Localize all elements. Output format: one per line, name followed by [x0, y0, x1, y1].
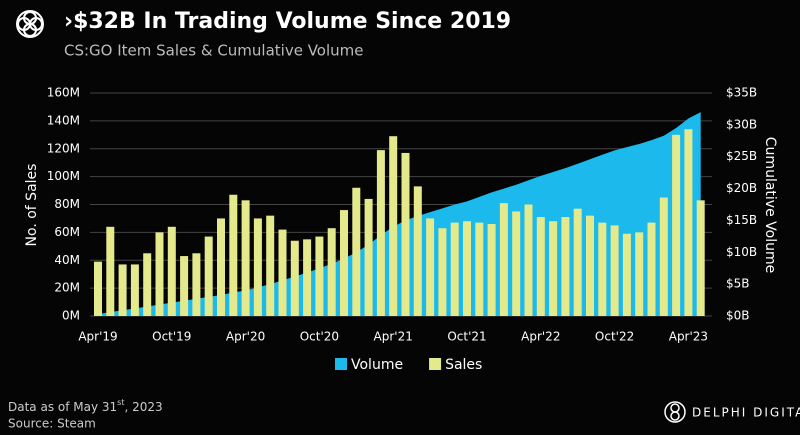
sales-bar: [647, 222, 656, 316]
sales-bar: [499, 203, 508, 316]
y-tick-label: 20M: [54, 281, 80, 295]
x-tick-label: Apr'22: [521, 330, 560, 344]
y-axis-label: No. of Sales: [24, 164, 40, 247]
y2-tick-label: $30B: [726, 117, 757, 131]
sales-bar: [573, 208, 582, 316]
sales-bar: [413, 186, 422, 316]
sales-bar: [696, 200, 705, 316]
sales-bar: [253, 218, 262, 316]
sales-bar: [684, 129, 693, 316]
sales-bar: [672, 134, 681, 316]
logo: [16, 10, 44, 38]
source: Source: Steam: [8, 417, 96, 431]
sales-bar: [426, 218, 435, 316]
chart-title: ›$32B In Trading Volume Since 2019: [64, 9, 511, 34]
y2-tick-label: $35B: [726, 86, 757, 100]
sales-bar: [352, 187, 361, 316]
x-tick-label: Oct'20: [300, 330, 339, 344]
sales-bar: [549, 221, 558, 316]
sales-bar: [327, 228, 336, 316]
sales-bar: [180, 256, 189, 316]
sales-bar: [94, 261, 102, 316]
legend-swatch: [335, 358, 347, 370]
sales-bar: [635, 232, 644, 316]
x-tick-label: Oct'19: [152, 330, 191, 344]
sales-bar: [266, 215, 275, 316]
y-tick-label: 100M: [47, 169, 80, 183]
y2-axis-label: Cumulative Volume: [762, 137, 778, 273]
y2-tick-label: $25B: [726, 149, 757, 163]
sales-bar: [610, 225, 619, 316]
sales-bar: [586, 215, 594, 316]
sales-bar: [217, 218, 225, 316]
sales-bar: [278, 229, 287, 316]
y-tick-label: 40M: [54, 253, 80, 267]
y-tick-label: 160M: [47, 86, 80, 100]
brand: DELPHI DIGITAL: [692, 406, 800, 420]
legend-label: Sales: [445, 357, 482, 373]
sales-bar: [192, 253, 201, 316]
sales-bar: [622, 233, 631, 316]
sales-bar: [290, 240, 299, 316]
y2-tick-label: $10B: [726, 245, 757, 259]
note-sup: st: [117, 398, 124, 407]
y2-tick-label: $5B: [726, 277, 750, 291]
sales-bar: [204, 236, 213, 316]
y-tick-label: 80M: [54, 197, 80, 211]
y2-tick-label: $0B: [726, 309, 750, 323]
y-tick-label: 0M: [62, 309, 80, 323]
sales-bar: [143, 253, 152, 316]
y-tick-label: 60M: [54, 225, 80, 239]
y-tick-label: 120M: [47, 141, 80, 155]
sales-bar: [475, 222, 484, 316]
sales-bar: [598, 222, 607, 316]
brand-logo: [664, 401, 686, 423]
x-tick-label: Apr'21: [374, 330, 413, 344]
y2-tick-label: $20B: [726, 181, 757, 195]
y-tick-label: 140M: [47, 113, 80, 127]
x-tick-label: Oct'22: [595, 330, 634, 344]
sales-bar: [241, 200, 250, 316]
x-tick-label: Apr'23: [669, 330, 708, 344]
sales-bar: [659, 197, 668, 316]
chart-subtitle: CS:GO Item Sales & Cumulative Volume: [64, 42, 364, 60]
sales-bar: [130, 264, 139, 316]
y2-tick-label: $15B: [726, 213, 757, 227]
sales-bar: [450, 222, 459, 316]
sales-bar: [315, 236, 324, 316]
sales-bar: [229, 194, 238, 316]
sales-bar: [364, 198, 373, 316]
sales-bar: [536, 217, 545, 316]
sales-bar: [340, 210, 348, 316]
legend-label: Volume: [351, 357, 403, 373]
note-text: Data as of May 31: [8, 400, 117, 414]
sales-bar: [487, 224, 496, 316]
sales-bar: [438, 228, 447, 316]
note: Data as of May 31st, 2023: [8, 398, 163, 414]
sales-bar: [463, 221, 471, 316]
sales-bar: [401, 152, 410, 316]
sales-bar: [118, 264, 127, 316]
x-tick-label: Oct'21: [447, 330, 486, 344]
sales-bar: [303, 239, 312, 316]
x-tick-label: Apr'19: [78, 330, 117, 344]
sales-bar: [512, 211, 521, 316]
sales-bar: [561, 217, 570, 316]
legend-swatch: [429, 358, 442, 370]
sales-bar: [376, 150, 385, 316]
sales-bar: [524, 204, 533, 316]
sales-bar: [106, 226, 115, 316]
sales-bar: [155, 232, 164, 316]
sales-bar: [167, 226, 176, 316]
sales-bar: [389, 136, 398, 316]
note-text: , 2023: [124, 400, 162, 414]
x-tick-label: Apr'20: [226, 330, 265, 344]
